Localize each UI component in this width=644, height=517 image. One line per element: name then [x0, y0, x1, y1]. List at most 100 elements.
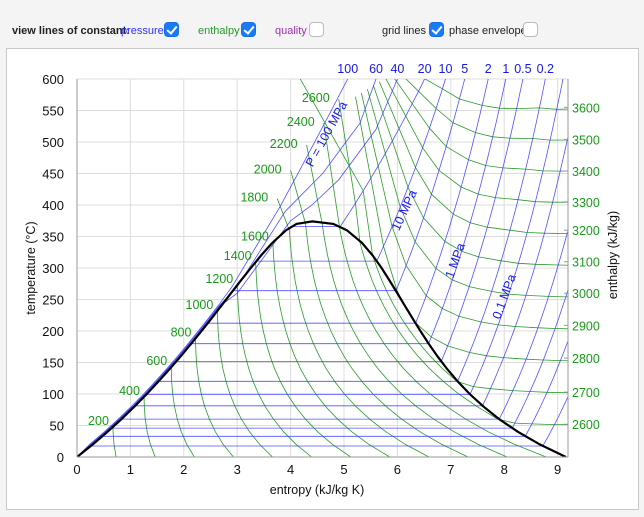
isobar-top-label: 100	[337, 62, 358, 76]
x-axis-title: entropy (kJ/kg K)	[270, 483, 364, 497]
y2-tick-label: 2700	[572, 386, 600, 400]
isenthalp-label: 1400	[224, 249, 252, 263]
isenthalp-1000	[217, 310, 568, 457]
x-tick-label: 5	[340, 462, 347, 477]
y-tick-label: 550	[42, 104, 64, 119]
y-tick-label: 350	[42, 230, 64, 245]
isobar-label-100mpa: P = 100 MPa	[303, 99, 350, 169]
x-tick-label: 4	[287, 462, 294, 477]
isobar-top-label: 1	[502, 62, 509, 76]
saturation-dome-curve	[77, 220, 567, 457]
quality-checkbox[interactable]	[309, 22, 324, 37]
x-tick-label: 1	[127, 462, 134, 477]
isobar-top-label: 10	[439, 62, 453, 76]
phase-envelope-checkbox[interactable]	[523, 22, 538, 37]
isenthalp-label: 1000	[186, 298, 214, 312]
y2-tick-label: 2800	[572, 352, 600, 366]
line-labels: 0.2 0.5 12 5 10 20 40 60 100 200 400 600 800 1000 1200…	[88, 62, 554, 428]
y-tick-label: 150	[42, 356, 64, 371]
isenthalp-label: 1200	[205, 272, 233, 286]
saturation-dome	[77, 220, 567, 457]
isobar-0.02mpa	[77, 228, 568, 457]
isobar-0.05mpa	[77, 134, 568, 457]
enthalpy-label: enthalpy	[198, 25, 240, 37]
phase-envelope-label: phase envelope	[449, 25, 527, 37]
y-axis-title: temperature (°C)	[24, 221, 38, 314]
isobar-60mpa	[77, 79, 377, 457]
isobar-label-1mpa: 1 MPa	[442, 241, 468, 280]
isenthalp-1200	[236, 285, 568, 457]
isobar-top-label: 0.2	[537, 62, 554, 76]
y2-tick-label: 3600	[572, 101, 600, 115]
pressure-label: pressure	[121, 25, 164, 37]
grid-lines-checkbox[interactable]	[429, 22, 444, 37]
isobar-0.005mpa	[77, 339, 568, 457]
y2-tick-label: 3100	[572, 256, 600, 270]
grid-lines-label: grid lines	[382, 25, 427, 37]
isenthalp-2200	[306, 145, 568, 457]
y2-tick-label: 3300	[572, 196, 600, 210]
isobar-top-label: 20	[418, 62, 432, 76]
x-tick-label: 2	[180, 462, 187, 477]
view-lines-label: view lines of constant:	[12, 25, 130, 37]
y2-tick-label: 3200	[572, 224, 600, 238]
isenthalp-label: 1800	[240, 191, 268, 205]
isenthalp-1600	[272, 242, 568, 457]
axes: 0 1 2 3 4 5 6 7 8 9 0 50 100 150 200 250 300 350 400 450 500…	[42, 72, 600, 477]
y2-tick-label: 3500	[572, 133, 600, 147]
y2-axis-title: enthalpy (kJ/kg)	[606, 211, 620, 299]
isenthalp-label: 1600	[241, 229, 269, 243]
isobar-top-label: 0.5	[514, 62, 531, 76]
y-tick-label: 600	[42, 72, 64, 87]
y-tick-label: 400	[42, 198, 64, 213]
isenthalp-label: 400	[119, 384, 140, 398]
isobar-top-label: 40	[390, 62, 404, 76]
x-tick-label: 8	[501, 462, 508, 477]
y-tick-label: 300	[42, 261, 64, 276]
y-tick-label: 500	[42, 135, 64, 150]
y2-tick-label: 2900	[572, 319, 600, 333]
isobar-label-10mpa: 10 MPa	[389, 188, 420, 233]
y-tick-label: 250	[42, 293, 64, 308]
isobar-top-label: 2	[485, 62, 492, 76]
isobar-0.01mpa	[77, 288, 568, 457]
plot-panel	[6, 48, 639, 510]
isobar-0.002mpa	[77, 395, 568, 457]
isenthalp-label: 800	[171, 325, 192, 339]
isenthalp-label: 200	[88, 414, 109, 428]
y2-tick-label: 3000	[572, 287, 600, 301]
y2-tick-label: 3400	[572, 165, 600, 179]
y-tick-label: 100	[42, 387, 64, 402]
y2-tick-label: 2600	[572, 418, 600, 432]
y-tick-label: 450	[42, 167, 64, 182]
x-tick-label: 9	[554, 462, 561, 477]
isobar-0.5mpa	[77, 79, 524, 457]
pressure-checkbox[interactable]	[164, 22, 179, 37]
isobar-100mpa	[77, 79, 349, 457]
isenthalp-label: 2000	[254, 162, 282, 176]
y-tick-label: 50	[50, 419, 64, 434]
isenthalp-label: 2600	[302, 91, 330, 105]
isenthalp-600	[170, 367, 568, 457]
y-tick-label: 0	[57, 450, 64, 465]
isenthalp-2800	[355, 96, 568, 362]
enthalpy-checkbox[interactable]	[241, 22, 256, 37]
isenthalp-3500	[405, 79, 568, 141]
quality-label: quality	[275, 25, 307, 37]
isenthalp-label: 2400	[287, 115, 315, 129]
x-tick-label: 0	[73, 462, 80, 477]
isobar-label-0.1mpa: 0.1 MPa	[490, 272, 519, 321]
isenthalp-400	[143, 396, 568, 457]
isenthalp-label: 600	[146, 354, 167, 368]
isobar-top-label: 60	[369, 62, 383, 76]
isobar-top-label: 5	[461, 62, 468, 76]
isenthalp-200	[112, 426, 568, 457]
isenthalp-800	[195, 338, 568, 457]
isobar-0.1mpa	[77, 79, 564, 457]
y-tick-label: 200	[42, 324, 64, 339]
x-tick-label: 7	[447, 462, 454, 477]
isenthalp-2000	[290, 170, 568, 457]
isenthalp-label: 2200	[270, 137, 298, 151]
x-tick-label: 3	[234, 462, 241, 477]
